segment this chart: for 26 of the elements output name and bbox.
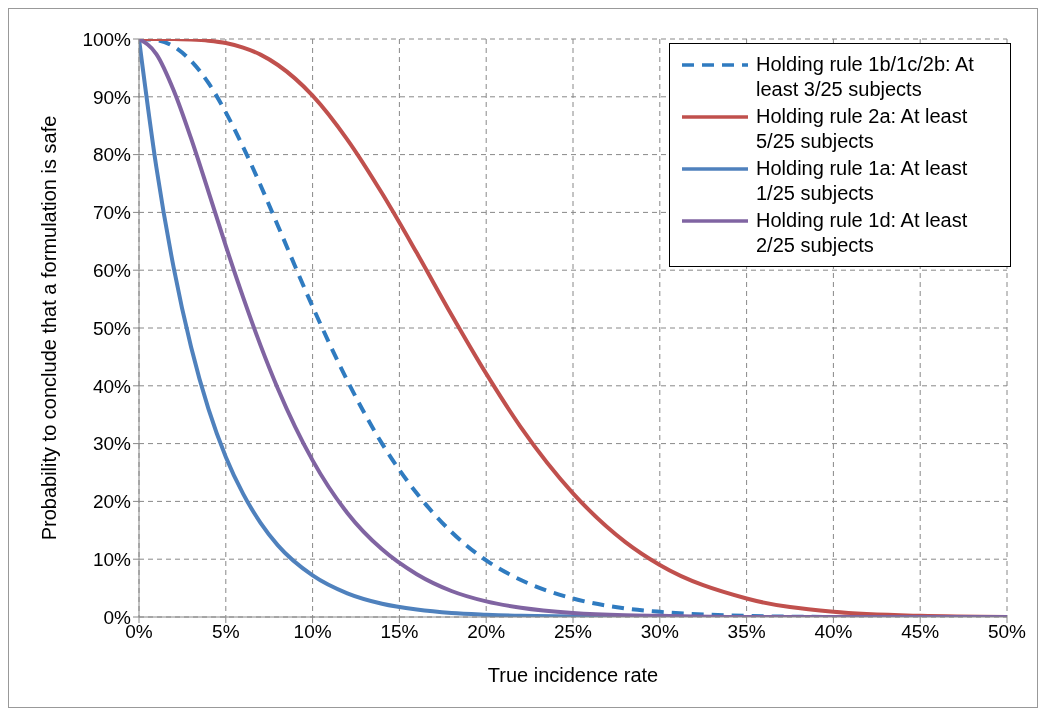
- y-tick-label: 30%: [92, 433, 132, 455]
- legend-label: Holding rule 1a: At least 1/25 subjects: [756, 156, 969, 206]
- x-tick-label: 25%: [553, 621, 593, 643]
- x-tick-label: 20%: [467, 621, 506, 643]
- x-tick-label: 30%: [640, 621, 679, 643]
- legend-label: Holding rule 2a: At least 5/25 subjects: [756, 104, 969, 154]
- y-tick-label: 50%: [92, 317, 132, 339]
- y-tick-label: 40%: [92, 375, 132, 397]
- x-tick-label: 5%: [212, 621, 240, 643]
- x-tick-label: 45%: [901, 621, 940, 643]
- y-tick-label: 80%: [92, 144, 132, 166]
- y-tick-label: 90%: [92, 86, 132, 108]
- legend-label: Holding rule 1b/1c/2b: At least 3/25 subjects: [756, 52, 975, 102]
- y-tick-label: 60%: [92, 259, 132, 281]
- x-tick-label: 35%: [727, 621, 766, 643]
- y-tick-label: 10%: [92, 548, 132, 570]
- x-tick-label: 10%: [293, 621, 332, 643]
- x-tick-label: 50%: [987, 621, 1027, 643]
- legend-label: Holding rule 1d: At least 2/25 subjects: [756, 208, 969, 258]
- y-axis-title: Probability to conclude that a formulation is safe: [38, 115, 61, 541]
- x-axis-title: True incidence rate: [487, 664, 659, 686]
- x-tick-label: 40%: [814, 621, 853, 643]
- y-tick-label: 70%: [92, 202, 132, 224]
- x-tick-label: 15%: [380, 621, 419, 643]
- y-tick-label: 100%: [82, 28, 132, 50]
- y-tick-label: 20%: [92, 491, 132, 513]
